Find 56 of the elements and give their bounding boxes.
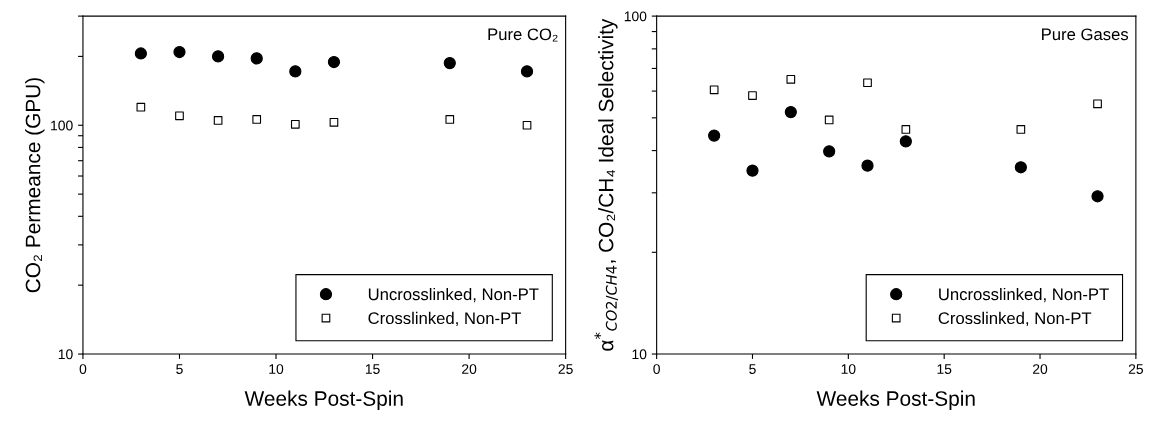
point (863, 78, 872, 88)
y-axis-title: CO₂ Permeance (GPU) (25, 78, 45, 293)
x-tick-label: 20 (1033, 364, 1048, 374)
point (213, 116, 223, 125)
point (175, 111, 184, 121)
x-tick-label: 15 (937, 364, 952, 374)
annotation: Pure CO₂ (488, 28, 558, 42)
point (327, 55, 341, 69)
x-tick-label: 15 (365, 364, 380, 374)
point (1093, 99, 1102, 109)
x-axis-title: Weeks Post-Spin (244, 390, 403, 411)
point (445, 115, 455, 124)
legend-label: Crosslinked, Non-PT (938, 311, 1092, 327)
point (1016, 125, 1026, 134)
y-tick-label: 100 (624, 11, 647, 22)
point (290, 119, 300, 129)
y-axis-title: α$^{*}$$_{CO2/CH4}$, CO₂/CH₄ Ideal Selectivity (594, 18, 619, 351)
x-tick-label: 0 (653, 364, 660, 374)
x-tick-label: 10 (841, 364, 856, 374)
legend-label: Uncrosslinked, Non-PT (939, 287, 1109, 303)
x-axis-title: Weeks Post-Spin (816, 390, 975, 411)
x-tick-label: 25 (558, 364, 573, 374)
x-tick-label: 5 (176, 364, 183, 374)
x-tick-label: 20 (462, 364, 477, 374)
point (823, 145, 836, 158)
point (899, 135, 912, 148)
point (173, 45, 186, 59)
point (252, 115, 262, 124)
y-tick-label: 100 (51, 120, 73, 131)
point (709, 85, 719, 95)
point (250, 52, 263, 65)
point (520, 65, 534, 78)
point (136, 102, 146, 112)
point (329, 117, 339, 127)
legend-label: Crosslinked, Non-PT (368, 311, 521, 327)
point (1014, 161, 1027, 174)
point (708, 129, 721, 142)
point (1091, 190, 1104, 203)
x-tick-label: 25 (1128, 364, 1144, 374)
point (901, 125, 911, 134)
legend-label: Uncrosslinked, Non-PT (368, 287, 539, 303)
point (211, 50, 225, 63)
point (824, 115, 834, 125)
x-tick-label: 0 (79, 364, 87, 374)
point (522, 120, 532, 130)
point (746, 164, 759, 177)
x-tick-label: 10 (269, 364, 284, 374)
x-tick-label: 5 (749, 364, 756, 374)
point (134, 47, 147, 60)
annotation: Pure Gases (1042, 28, 1129, 41)
point (861, 159, 874, 172)
point (786, 74, 796, 84)
point (748, 91, 757, 100)
point (443, 56, 456, 70)
point (289, 65, 302, 78)
point (784, 105, 797, 119)
